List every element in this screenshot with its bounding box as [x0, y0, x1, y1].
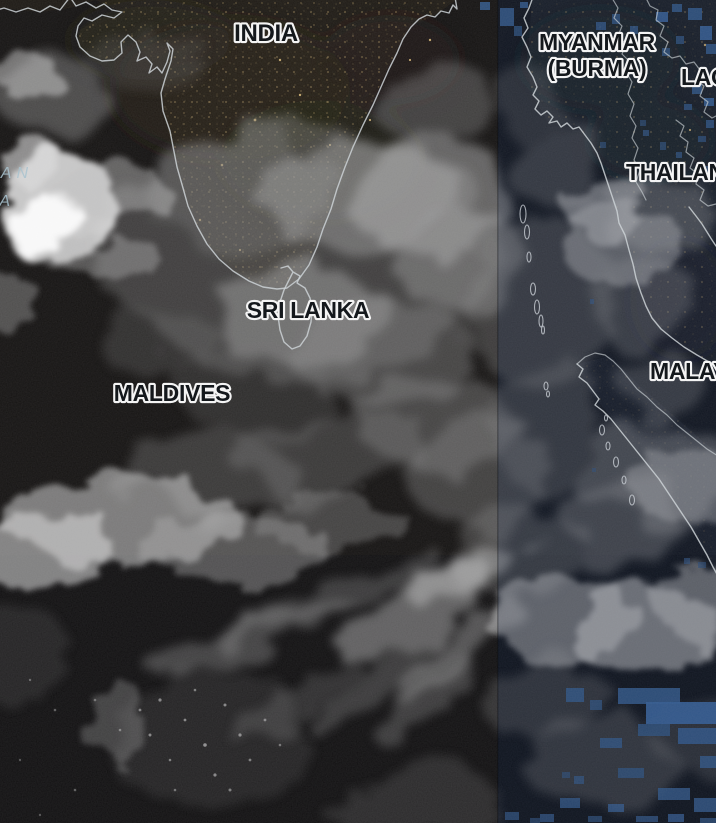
ocean-label-arabian-sea-fragment-line2: A — [0, 193, 15, 210]
map-labels: INDIA MYANMAR (BURMA) LAOS THAILAND SRI … — [0, 18, 716, 408]
india-coastline — [71, 0, 458, 290]
image-seam — [497, 0, 716, 823]
myanmar-malay-coastline — [521, 0, 716, 368]
country-label-india: INDIA — [234, 20, 298, 47]
country-label-maldives: MALDIVES — [114, 380, 230, 406]
ocean-label-arabian-sea-fragment-line1: IAN — [0, 165, 33, 182]
country-label-myanmar-line2: (BURMA) — [548, 55, 647, 81]
pakistan-coastline — [0, 0, 69, 13]
sri-lanka-outline — [277, 265, 313, 350]
island-outlines — [519, 204, 636, 506]
country-label-myanmar-line1: MYANMAR — [539, 29, 656, 55]
sumatra-west-coastline — [576, 363, 716, 574]
thailand-border — [675, 119, 716, 207]
country-label-laos: LAOS — [681, 64, 716, 90]
country-borders — [0, 0, 716, 574]
myanmar-thailand-border — [612, 0, 647, 201]
gulf-of-thailand-coastline — [688, 206, 716, 247]
country-label-sri-lanka: SRI LANKA — [247, 297, 370, 323]
country-label-malaysia: MALAYSIA — [650, 358, 716, 384]
sumatra-northeast-coastline — [576, 352, 716, 456]
laos-border — [646, 0, 716, 119]
country-label-thailand: THAILAND — [626, 159, 716, 185]
